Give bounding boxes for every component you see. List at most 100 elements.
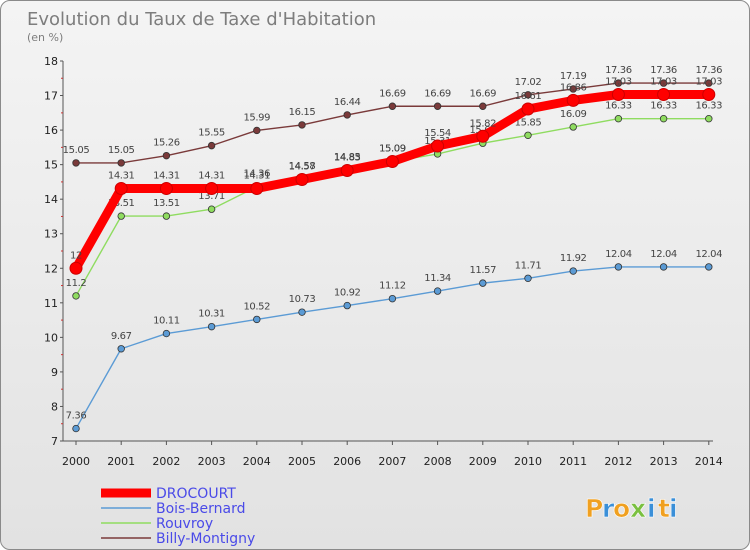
data-label: 15.82	[469, 118, 496, 129]
x-tick-label: 2012	[604, 455, 632, 468]
data-label: 9.67	[111, 331, 132, 342]
data-point	[388, 294, 397, 303]
data-label: 11.34	[424, 273, 451, 284]
data-point	[205, 181, 219, 195]
y-tick-label: 11	[44, 297, 58, 310]
data-label: 15.05	[63, 145, 90, 156]
x-tick-label: 2000	[62, 455, 90, 468]
data-label: 17.36	[695, 65, 722, 76]
data-point	[207, 141, 216, 150]
data-point	[117, 212, 125, 220]
logo-letter: r	[602, 494, 615, 523]
legend-label: Billy-Montigny	[156, 531, 255, 547]
data-point	[298, 308, 306, 316]
logo-letter: i	[647, 494, 656, 523]
data-point	[114, 181, 128, 195]
data-label: 14.58	[289, 161, 316, 172]
y-tick-label: 14	[44, 193, 58, 206]
data-point	[431, 139, 445, 153]
data-point	[72, 159, 80, 167]
data-label: 17.03	[695, 77, 722, 88]
data-point	[295, 172, 309, 186]
data-point	[253, 126, 261, 135]
y-tick-label: 18	[44, 55, 58, 68]
data-point	[72, 424, 80, 433]
legend-label: Bois-Bernard	[156, 501, 245, 517]
data-label: 16.33	[695, 101, 722, 112]
data-label: 11.71	[515, 260, 542, 271]
data-label: 16.69	[424, 88, 451, 99]
data-point	[72, 292, 80, 300]
data-label: 16.15	[289, 107, 316, 118]
data-label: 17.03	[650, 77, 677, 88]
data-point	[117, 159, 125, 167]
data-label: 12.04	[650, 249, 677, 260]
y-tick-label: 12	[44, 262, 58, 275]
data-label: 15.85	[515, 117, 542, 128]
data-label: 14.31	[243, 170, 270, 181]
data-point	[117, 345, 125, 353]
data-point	[657, 88, 671, 102]
data-label: 13.71	[198, 191, 225, 202]
logo-letter: o	[613, 494, 630, 523]
data-label: 10.11	[153, 316, 180, 327]
y-tick-label: 7	[51, 435, 58, 448]
y-tick-label: 15	[44, 159, 58, 172]
data-point	[207, 322, 216, 331]
series-billy-montigny: 15.05 15.05 15.26 15.55 15.99 16.15 16.44 16.69…	[63, 65, 723, 167]
data-label: 12	[70, 250, 82, 261]
data-label: 10.92	[334, 288, 361, 299]
series-drocourt: 12 14.31 14.31 14.31 14.31 14.57 14.83 15.09 15.…	[69, 77, 723, 275]
x-tick-label: 2003	[198, 455, 226, 468]
data-point	[162, 212, 171, 220]
data-label: 10.31	[198, 309, 225, 320]
x-tick-label: 2013	[650, 455, 678, 468]
data-point	[614, 263, 623, 271]
data-label: 16.86	[560, 82, 587, 93]
data-point	[705, 263, 713, 271]
x-tick-label: 2001	[107, 455, 135, 468]
data-point	[524, 91, 532, 99]
data-point	[569, 85, 577, 93]
data-label: 15.05	[108, 145, 135, 156]
data-point	[524, 131, 532, 139]
x-tick-label: 2010	[514, 455, 542, 468]
data-label: 15.55	[198, 128, 225, 139]
data-label: 16.69	[379, 88, 406, 99]
y-tick-label: 9	[51, 366, 58, 379]
data-point	[566, 93, 580, 107]
data-point	[340, 164, 354, 178]
logo-letter: i	[669, 494, 678, 523]
y-tick-label: 10	[44, 331, 58, 344]
data-label: 13.51	[108, 198, 135, 209]
data-point	[476, 129, 490, 143]
data-label: 16.69	[469, 88, 496, 99]
data-point	[162, 151, 171, 160]
data-point	[702, 88, 716, 102]
data-point	[659, 114, 668, 123]
y-tick-label: 16	[44, 124, 58, 137]
data-label: 14.85	[334, 152, 361, 163]
logo-letter: P	[585, 494, 603, 523]
logo-letter: t	[658, 494, 670, 523]
series-layer: 15.05 15.05 15.26 15.55 15.99 16.15 16.44 16.69…	[63, 65, 723, 433]
data-point	[253, 315, 261, 324]
data-point	[705, 114, 713, 123]
data-label: 16.09	[560, 109, 587, 120]
x-tick-label: 2004	[243, 455, 271, 468]
x-tick-label: 2005	[288, 455, 316, 468]
data-point	[659, 263, 668, 271]
data-point	[614, 114, 623, 123]
data-label: 14.31	[108, 170, 135, 181]
x-tick-label: 2002	[152, 455, 180, 468]
data-label: 14.31	[198, 170, 225, 181]
logo-letter: x	[630, 494, 646, 523]
data-point	[521, 102, 535, 116]
data-label: 14.31	[153, 170, 180, 181]
x-tick-label: 2008	[424, 455, 452, 468]
proxiti-logo: Pro x i t i	[585, 494, 678, 524]
legend-label: DROCOURT	[156, 486, 236, 502]
legend: DROCOURTBois-BernardRouvroyBilly-Montign…	[101, 486, 255, 547]
